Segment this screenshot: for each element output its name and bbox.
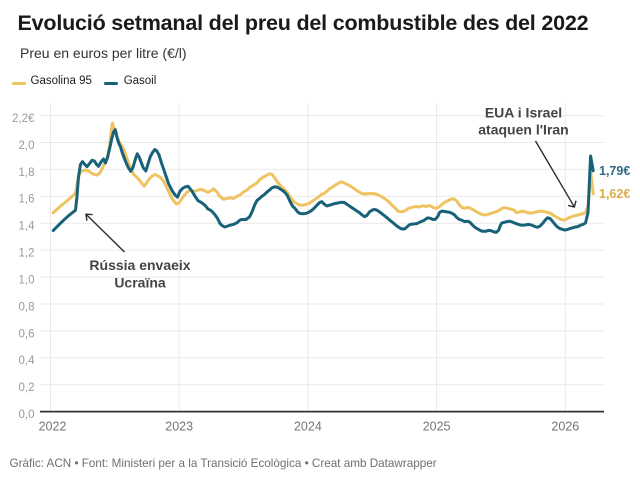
svg-text:2026: 2026 <box>551 419 579 433</box>
svg-text:1,62€: 1,62€ <box>599 187 630 201</box>
svg-text:EUA i Israel: EUA i Israel <box>485 104 562 120</box>
svg-text:0,8: 0,8 <box>19 301 35 313</box>
svg-text:0,4: 0,4 <box>19 355 36 367</box>
svg-text:Rússia envaeix: Rússia envaeix <box>89 257 190 273</box>
svg-text:1,6: 1,6 <box>19 194 35 206</box>
svg-text:0,2: 0,2 <box>19 382 35 394</box>
svg-text:1,2: 1,2 <box>19 248 35 260</box>
svg-text:1,4: 1,4 <box>19 221 36 233</box>
svg-text:0,6: 0,6 <box>19 328 35 340</box>
svg-text:2023: 2023 <box>165 419 193 433</box>
svg-text:ataquen l'Iran: ataquen l'Iran <box>478 121 568 137</box>
svg-text:0,0: 0,0 <box>19 409 35 421</box>
svg-text:Ucraïna: Ucraïna <box>114 275 166 291</box>
svg-text:2025: 2025 <box>423 419 451 433</box>
svg-text:1,0: 1,0 <box>19 275 35 287</box>
svg-text:1,8: 1,8 <box>19 167 35 179</box>
svg-text:2,2€: 2,2€ <box>12 113 35 125</box>
svg-text:2024: 2024 <box>294 419 322 433</box>
svg-text:2022: 2022 <box>39 419 67 433</box>
svg-text:1,79€: 1,79€ <box>599 164 630 178</box>
svg-text:2,0: 2,0 <box>19 140 35 152</box>
